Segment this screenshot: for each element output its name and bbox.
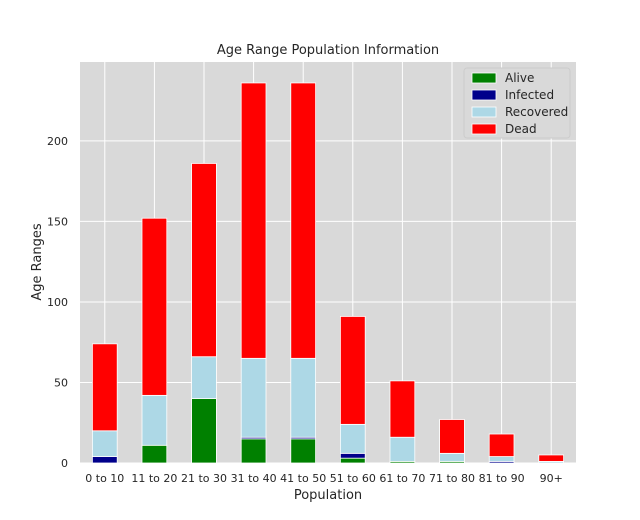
x-tick-label: 51 to 60: [330, 472, 376, 485]
x-axis-label: Population: [294, 488, 362, 503]
y-tick-label: 200: [47, 135, 68, 148]
legend-label-dead: Dead: [505, 122, 537, 136]
bar-dead-6: [389, 380, 416, 438]
y-tick-label: 150: [47, 215, 68, 228]
bar-recovered-0: [92, 430, 118, 457]
legend-label-infected: Infected: [505, 88, 554, 102]
bar-recovered-8: [488, 456, 515, 462]
legend-swatch-dead: [471, 123, 497, 135]
x-tick-label: 41 to 50: [280, 472, 326, 485]
x-tick-label: 71 to 80: [429, 472, 475, 485]
bar-recovered-7: [439, 452, 465, 462]
bar-alive-2: [191, 398, 217, 464]
bar-alive-3: [240, 438, 267, 464]
legend-box: [463, 67, 571, 139]
bar-infected-5: [339, 452, 366, 459]
bar-dead-5: [339, 316, 366, 425]
bar-dead-0: [92, 343, 118, 432]
x-tick-label: 31 to 40: [231, 472, 277, 485]
bar-alive-5: [339, 457, 366, 464]
bar-dead-3: [240, 82, 267, 359]
bar-recovered-1: [141, 394, 168, 446]
bar-dead-2: [191, 163, 217, 358]
x-tick-label: 11 to 20: [131, 472, 177, 485]
x-tick-label: 81 to 90: [479, 472, 525, 485]
chart-title: Age Range Population Information: [217, 43, 439, 58]
legend-label-alive: Alive: [505, 71, 534, 85]
legend-swatch-infected: [471, 89, 497, 101]
legend-swatch-recovered: [471, 106, 497, 118]
y-tick-label: 0: [61, 457, 68, 470]
x-tick-label: 21 to 30: [181, 472, 227, 485]
bar-recovered-4: [290, 357, 316, 438]
bar-recovered-2: [191, 356, 217, 399]
bar-dead-9: [538, 454, 564, 462]
x-tick-label: 90+: [540, 472, 563, 485]
bar-alive-4: [290, 438, 316, 464]
legend-swatch-alive: [471, 72, 497, 84]
bar-dead-8: [488, 433, 515, 457]
bars: [92, 82, 564, 464]
x-tick-label: 0 to 10: [85, 472, 124, 485]
y-tick-labels: 0 50 100 150 200: [47, 135, 68, 470]
bar-recovered-6: [389, 436, 416, 462]
y-tick-label: 50: [54, 376, 68, 389]
bar-dead-4: [290, 82, 316, 359]
bar-recovered-3: [240, 357, 267, 438]
y-tick-label: 100: [47, 296, 68, 309]
bar-alive-1: [141, 444, 168, 464]
x-tick-label: 61 to 70: [379, 472, 425, 485]
bar-dead-1: [141, 217, 168, 396]
bar-dead-7: [439, 419, 465, 454]
y-axis-label: Age Ranges: [30, 223, 45, 300]
legend: Alive Infected Recovered Dead: [463, 67, 571, 139]
legend-label-recovered: Recovered: [505, 105, 568, 119]
bar-recovered-5: [339, 423, 366, 454]
bar-infected-0: [92, 456, 118, 464]
x-tick-labels: 0 to 10 11 to 20 21 to 30 31 to 40 41 to 50 5…: [85, 472, 563, 485]
